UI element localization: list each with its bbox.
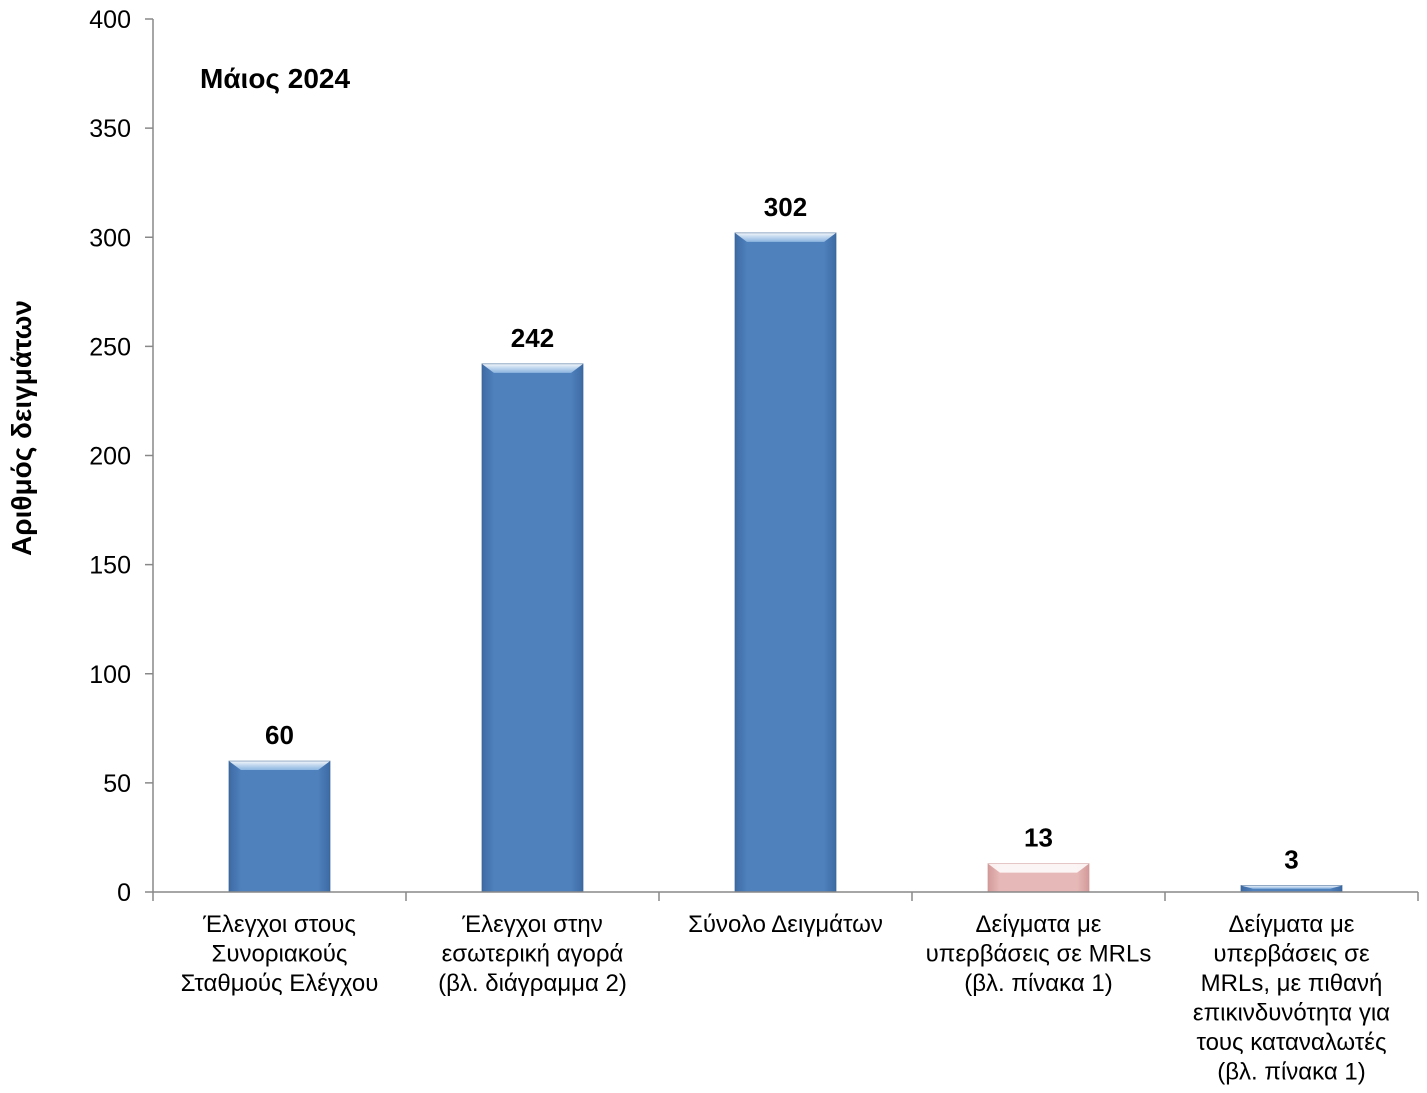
x-category-label: Σύνολο Δειγμάτων [688,911,883,938]
data-label: 60 [265,720,294,750]
x-category-label-line: Δείγματα με [1229,911,1355,938]
x-category-label-line: εσωτερική αγορά [442,941,624,968]
y-tick-label: 0 [117,879,131,907]
y-tick-label: 200 [89,443,131,471]
x-category-label: Έλεγχοι στην εσωτερική αγορά (βλ. διάγραμμ… [438,911,627,997]
bar-bevel [1240,885,1343,889]
x-category-label-line: υπερβάσεις σε MRLs [926,941,1152,968]
x-category-label-line: Δείγματα με [976,911,1102,938]
bar: 302 [734,192,837,893]
bar-body [228,761,331,892]
bar: 60 [228,720,331,893]
y-tick-label: 50 [103,770,131,798]
bar: 242 [481,323,584,893]
y-axis-title: Αριθμός δειγμάτων [6,300,37,556]
data-label: 3 [1284,844,1298,874]
bar-bevel [228,761,331,771]
data-label: 242 [511,323,554,353]
x-category-label: Δείγματα με υπερβάσεις σε MRLs (βλ. πίνακα… [926,911,1152,997]
bar-body [734,232,837,892]
x-category-label-line: Σύνολο Δειγμάτων [688,911,883,938]
y-tick-label: 100 [89,661,131,689]
data-label: 302 [764,192,807,222]
x-category-label-line: (βλ. πίνακα 1) [1217,1059,1366,1086]
y-tick-label: 400 [89,6,131,34]
x-category-label-line: Έλεγχοι στην [461,911,602,938]
y-tick-label: 150 [89,552,131,580]
x-category-label-line: Σταθμούς Ελέγχου [181,970,379,997]
x-category-label-line: Έλεγχοι στους [202,911,356,938]
x-category-label-line: υπερβάσεις σε [1213,941,1370,968]
x-axis: Έλεγχοι στους Συνοριακούς Σταθμούς Ελέγχου… [152,891,1419,1086]
bar-body [481,363,584,893]
x-category-label-line: επικινδυνότητα για [1193,1000,1390,1027]
bar-bevel [987,863,1090,873]
x-category-label: Δείγματα με υπερβάσεις σε MRLs, με πιθανή ε… [1193,911,1390,1086]
y-tick-label: 250 [89,333,131,361]
x-category-label-line: (βλ. πίνακα 1) [964,970,1113,997]
x-category-label: Έλεγχοι στους Συνοριακούς Σταθμούς Ελέγχου [181,911,379,997]
y-axis: 0 50 100 150 200 250 300 350 400 [89,6,154,907]
bar: 13 [987,823,1090,893]
bar-bevel [734,232,837,242]
y-tick-label: 350 [89,115,131,143]
chart-title: Μάιος 2024 [200,63,350,94]
bar-bevel [481,363,584,373]
bars: 60 242 302 13 3 [228,192,1343,893]
x-category-label-line: (βλ. διάγραμμα 2) [438,970,627,997]
x-category-label-line: τους καταναλωτές [1196,1029,1386,1056]
data-label: 13 [1024,823,1053,853]
x-category-label-line: MRLs, με πιθανή [1201,970,1383,997]
x-category-label-line: Συνοριακούς [212,941,348,968]
bar: 3 [1240,844,1343,893]
y-tick-label: 300 [89,224,131,252]
